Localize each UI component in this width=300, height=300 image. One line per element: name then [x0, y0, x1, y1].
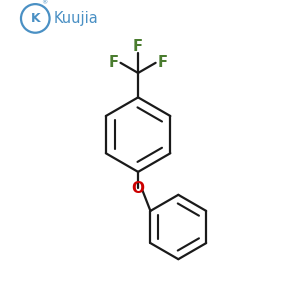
Text: Kuujia: Kuujia: [53, 11, 98, 26]
Text: K: K: [31, 12, 40, 25]
Text: O: O: [132, 181, 145, 196]
Text: F: F: [158, 55, 168, 70]
Text: ®: ®: [41, 0, 47, 5]
Text: F: F: [108, 55, 118, 70]
Text: F: F: [133, 39, 143, 54]
